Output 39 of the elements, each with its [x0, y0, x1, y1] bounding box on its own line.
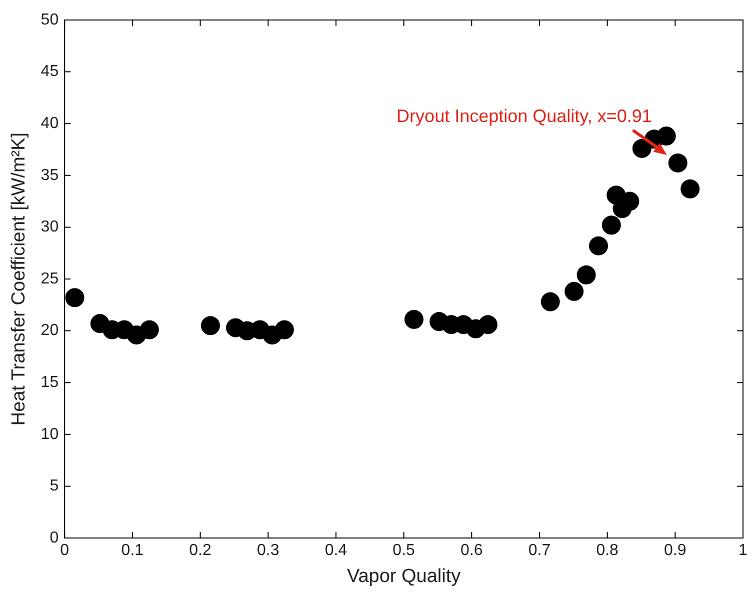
y-tick-label: 35	[40, 166, 59, 184]
y-tick-label: 25	[40, 270, 59, 288]
x-tick-label: 0.2	[189, 542, 212, 560]
x-tick-label: 0.5	[392, 542, 416, 560]
y-tick-label: 30	[40, 218, 59, 236]
point	[65, 288, 84, 308]
point	[576, 265, 596, 284]
point	[632, 138, 652, 158]
y-tick-label: 50	[40, 11, 59, 28]
x-axis-title: Vapor Quality	[346, 566, 462, 587]
annotation: Dryout Inception Quality, x=0.91	[396, 106, 652, 126]
point	[540, 292, 560, 312]
point	[200, 316, 220, 336]
x-tick-label: 0.6	[460, 542, 483, 560]
point	[668, 153, 688, 172]
point	[680, 179, 700, 198]
point	[656, 126, 676, 146]
x-tick-label: 0.9	[664, 542, 686, 560]
x-tick-label: 0.3	[256, 542, 280, 560]
x-tick-label: 1	[738, 542, 748, 560]
y-axis-title: Heat Transfer Coefficient [kW/m²K]	[8, 132, 30, 426]
y-tick-label: 15	[40, 374, 59, 392]
point	[404, 310, 424, 329]
y-tick-label: 45	[40, 63, 59, 80]
y-tick-label: 40	[40, 115, 59, 132]
x-tick-label: 0.8	[596, 542, 619, 560]
point	[564, 282, 584, 301]
x-tick-label: 0.4	[324, 542, 348, 560]
x-tick-label: 0.7	[528, 542, 551, 560]
y-tick-label: 0	[50, 529, 59, 546]
point	[478, 315, 498, 334]
point	[274, 320, 294, 340]
y-tick-label: 10	[40, 426, 59, 443]
point	[140, 320, 159, 340]
point	[589, 236, 608, 256]
y-tick-label: 20	[40, 322, 59, 340]
point	[602, 216, 621, 235]
x-tick-label: 0.1	[121, 542, 144, 560]
y-tick-label: 5	[50, 478, 59, 495]
